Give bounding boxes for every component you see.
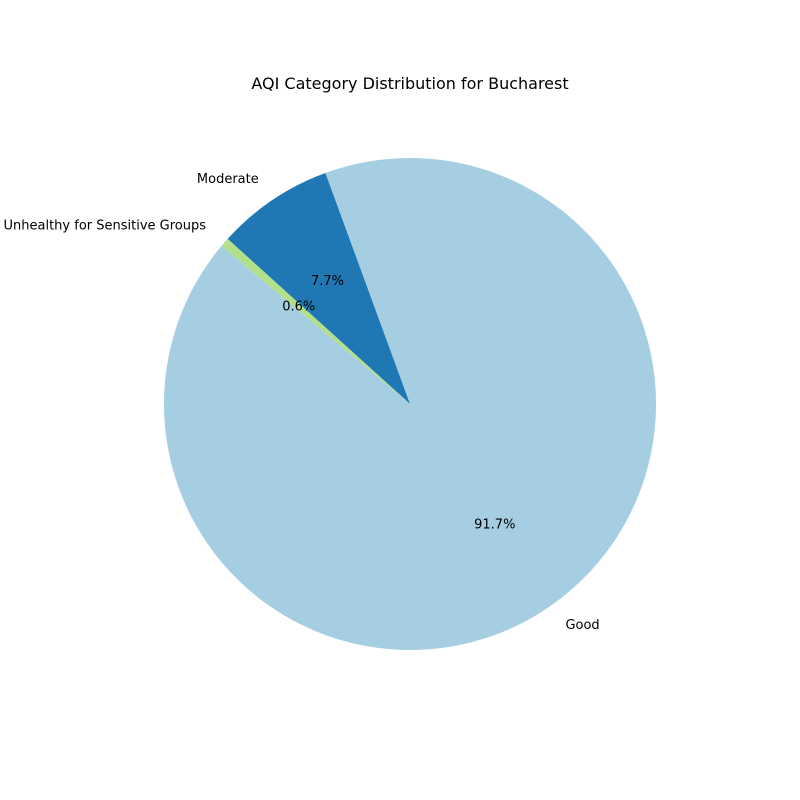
slice-percent-label: 7.7% [311,274,344,289]
pie-labels: Good 91.7% Moderate 7.7% Unhealthy for Sensi… [4,172,600,633]
chart-title: AQI Category Distribution for Bucharest [251,74,568,93]
slice-percent-label: 91.7% [474,517,515,532]
pie-slice-moderate [227,173,410,404]
slice-label: Good [565,618,599,633]
slice-label: Unhealthy for Sensitive Groups [4,219,207,234]
pie-slice-unhealthy-for-sensitive-groups [221,238,410,404]
pie-slices [164,158,657,650]
slice-percent-label: 0.6% [282,300,315,315]
slice-label: Moderate [197,172,259,187]
